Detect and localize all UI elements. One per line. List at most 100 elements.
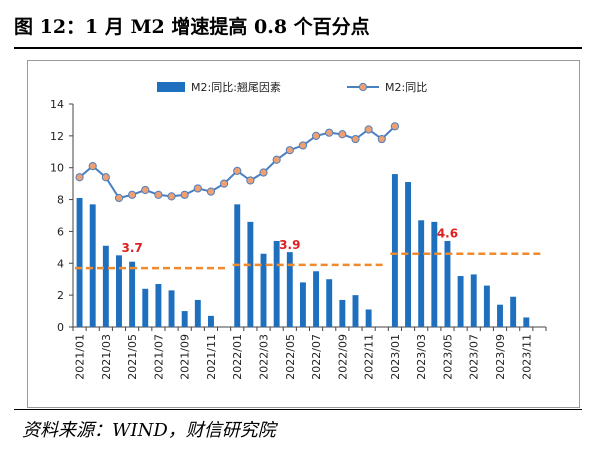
line-point [259,168,268,177]
x-tick-label: 2023/07 [468,334,481,380]
bar [418,220,425,327]
bar [457,276,464,327]
bar [76,197,83,327]
source-rule [14,409,582,410]
y-tick-label: 8 [57,194,64,207]
bar [431,221,438,327]
line-point [298,141,308,150]
x-tick-label: 2022/07 [310,334,323,380]
y-tick-label: 2 [57,289,64,302]
bar [523,317,530,327]
bar [260,253,267,327]
line-point [114,193,124,203]
line-point [351,134,360,144]
legend-line-marker [358,82,368,92]
legend-line-label: M2:同比 [385,81,427,94]
y-tick-label: 14 [50,98,64,111]
average-label: 3.7 [121,241,142,255]
bar [444,240,451,327]
axes: 0 2 4 6 8 10 12 14 [50,98,547,334]
y-tick-label: 4 [57,257,64,270]
line-point [75,173,84,182]
bar [497,304,503,327]
y-tick-label: 0 [57,321,64,334]
legend-bar-label: M2:同比:翘尾因素 [191,81,281,94]
x-tick-label: 2023/09 [494,334,507,380]
legend: M2:同比:翘尾因素 M2:同比 [157,81,427,94]
x-tick-label: 2022/01 [231,334,244,380]
line-point [88,162,97,171]
bar [102,245,109,327]
x-tick-label: 2021/01 [74,334,87,380]
bar [339,299,346,327]
x-tick-label: 2022/05 [284,334,297,380]
bar [142,288,149,327]
chart-frame [27,60,580,408]
bar [116,255,122,327]
line-point [141,185,150,195]
y-tick-label: 6 [57,225,64,238]
legend-bar-swatch [157,82,185,92]
line-point [206,187,216,196]
bar [483,285,490,327]
x-tick-label: 2022/03 [258,334,271,380]
line-point [272,155,281,164]
bar [470,274,477,327]
line-point [311,131,321,140]
bar [155,283,162,327]
bars [76,174,530,327]
line-point [377,134,386,144]
bar [181,311,188,327]
line-point [180,190,189,199]
bar [89,204,96,327]
line-point [193,184,202,193]
line-point [167,192,176,201]
x-tick-label: 2023/01 [389,334,402,380]
average-label: 4.6 [437,227,458,241]
x-tick-label: 2023/05 [441,334,454,380]
bar [391,174,398,327]
x-tick-label: 2023/03 [415,334,428,380]
bar [286,252,293,327]
line-point [154,190,163,199]
x-tick-label: 2021/07 [152,334,165,380]
x-tick-label: 2021/05 [126,334,139,380]
figure-title: 图 12：1 月 M2 增速提高 0.8 个百分点 [14,16,370,38]
line-point [390,122,400,131]
bar [326,279,333,327]
bar [168,290,175,327]
x-tick-label: 2021/09 [179,334,192,380]
bar [194,299,201,327]
line-point [246,176,255,185]
line-point [128,190,137,199]
line-point [364,125,373,134]
m2-yoy-line [75,122,400,203]
bar [299,282,306,327]
x-tick-labels: 2021/01 2021/03 2021/05 2021/07 2021/09 2021/… [74,334,534,380]
line-point [285,146,294,155]
bar [365,309,372,327]
line-point [233,166,242,175]
title-rule [14,47,582,49]
bar [129,261,136,327]
y-tick-label: 10 [50,162,64,175]
line-point [325,128,334,137]
x-tick-label: 2021/11 [205,334,218,380]
line-point [101,173,110,182]
bar [510,296,517,327]
x-tick-label: 2023/11 [520,334,533,380]
x-tick-label: 2021/03 [100,334,113,380]
average-lines: 3.7 3.9 4.6 [75,227,544,270]
bar [208,315,214,327]
average-label: 3.9 [279,238,300,252]
line-point [338,130,347,139]
bar [247,221,254,327]
bar [352,295,359,327]
y-tick-label: 12 [50,130,64,143]
series-line [78,125,396,200]
line-point [219,179,229,188]
bar [313,271,320,327]
source-note: 资料来源：WIND，财信研究院 [22,420,276,441]
x-tick-label: 2022/09 [336,334,349,380]
